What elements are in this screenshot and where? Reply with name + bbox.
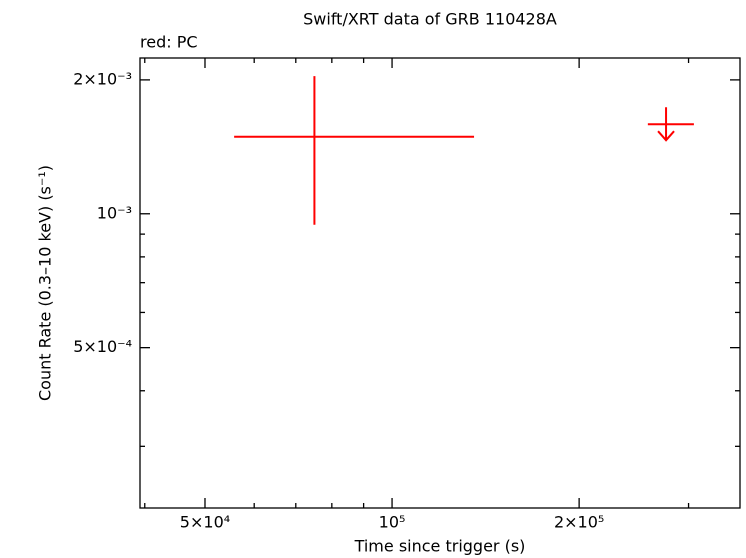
y-tick-label: 5×10⁻⁴ bbox=[73, 337, 132, 356]
upper-limit-arrow bbox=[657, 107, 675, 142]
chart-title: Swift/XRT data of GRB 110428A bbox=[303, 10, 557, 29]
y-tick-label: 10⁻³ bbox=[97, 203, 132, 222]
y-axis-label: Count Rate (0.3–10 keV) (s⁻¹) bbox=[36, 165, 55, 401]
x-tick-label: 2×10⁵ bbox=[554, 513, 604, 532]
x-tick-label: 10⁵ bbox=[379, 513, 406, 532]
y-tick-label: 2×10⁻³ bbox=[73, 69, 132, 88]
plot-frame bbox=[139, 57, 741, 509]
legend-text: red: PC bbox=[140, 33, 198, 52]
x-axis-label: Time since trigger (s) bbox=[354, 537, 526, 556]
x-tick-label: 5×10⁴ bbox=[180, 513, 230, 532]
